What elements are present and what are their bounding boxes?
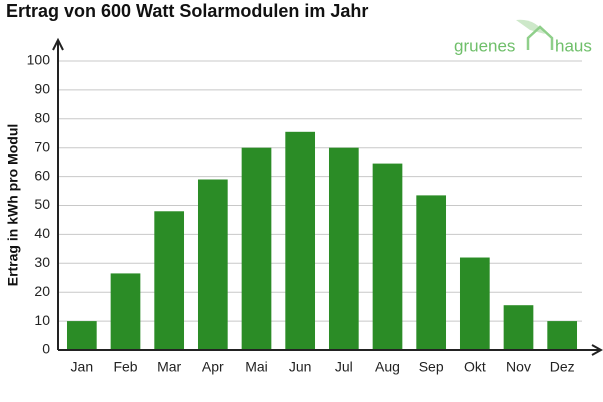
logo-text: gruenes <box>454 36 515 55</box>
x-tick-label: Nov <box>506 359 531 375</box>
bar <box>328 147 359 350</box>
y-tick-label: 60 <box>34 167 50 183</box>
y-tick-label: 100 <box>27 52 51 68</box>
x-tick-label: Jan <box>71 359 94 375</box>
logo-house <box>526 25 554 50</box>
bar <box>110 273 141 350</box>
y-tick-label: 90 <box>34 81 50 97</box>
bar <box>416 195 447 350</box>
bar <box>66 321 97 350</box>
logo-text: haus <box>555 36 592 55</box>
x-tick-label: Aug <box>375 359 400 375</box>
bar <box>503 305 534 350</box>
x-tick-label: Feb <box>113 359 137 375</box>
logo: gruenes haus <box>454 19 592 55</box>
y-tick-label: 20 <box>34 283 50 299</box>
y-tick-label: 70 <box>34 138 50 154</box>
y-tick-label: 30 <box>34 254 50 270</box>
bar <box>547 321 578 350</box>
x-axis <box>58 344 603 356</box>
chart-title: Ertrag von 600 Watt Solarmodulen im Jahr <box>6 1 368 21</box>
y-tick-label: 0 <box>42 341 50 357</box>
bar <box>154 211 185 350</box>
x-tick-label: Jun <box>289 359 312 375</box>
y-axis-label: Ertrag in kWh pro Modul <box>5 124 21 287</box>
bar <box>241 147 272 350</box>
bar <box>197 179 228 350</box>
y-tick-label: 10 <box>34 312 50 328</box>
y-tick-label: 50 <box>34 196 50 212</box>
bar <box>285 131 316 350</box>
x-tick-label: Mar <box>157 359 181 375</box>
bar <box>459 257 490 350</box>
bar <box>372 163 403 350</box>
y-tick-label: 40 <box>34 225 50 241</box>
x-tick-label: Apr <box>202 359 224 375</box>
y-tick-label: 80 <box>34 110 50 126</box>
x-tick-label: Dez <box>550 359 575 375</box>
x-tick-label: Okt <box>464 359 486 375</box>
x-tick-label: Jul <box>335 359 353 375</box>
y-axis <box>52 37 64 350</box>
x-tick-label: Mai <box>245 359 268 375</box>
x-tick-label: Sep <box>419 359 444 375</box>
